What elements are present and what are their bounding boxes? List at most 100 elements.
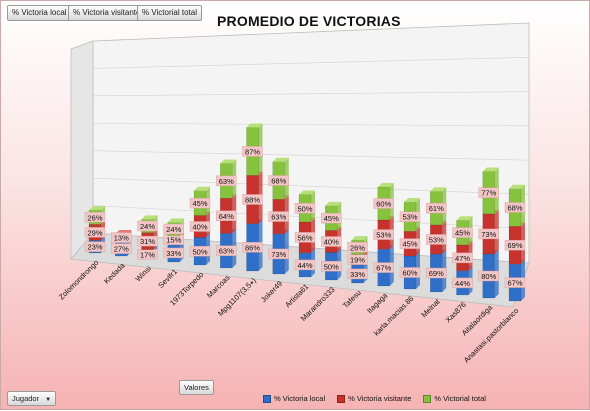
data-label-box	[189, 221, 211, 232]
data-label-text: 80%	[481, 272, 496, 281]
data-label-text: 45%	[324, 214, 339, 223]
data-label-text: 77%	[481, 189, 496, 198]
data-label: 86%	[242, 242, 263, 253]
data-label: 63%	[216, 245, 237, 256]
data-label: 53%	[426, 234, 447, 245]
data-label-box	[216, 210, 237, 221]
data-label-box	[373, 198, 394, 209]
data-label: 61%	[426, 202, 447, 214]
data-label-box	[111, 232, 132, 243]
data-label-box	[373, 229, 394, 240]
data-label-text: 44%	[297, 261, 312, 270]
category-label: Kedada	[102, 260, 127, 285]
bar-stack: 69% 53% 61%	[426, 187, 447, 293]
gridline	[92, 122, 530, 127]
data-label-text: 69%	[429, 269, 444, 278]
data-label-box	[321, 236, 342, 247]
legend-item: % Victoria visitante	[337, 394, 411, 403]
data-label-text: 31%	[140, 237, 155, 246]
field-button-3[interactable]: % Victorial total	[137, 5, 202, 21]
data-label-text: 73%	[481, 230, 496, 239]
category-label: Zolomondrongo	[57, 258, 101, 302]
gridline	[92, 56, 530, 69]
data-label-box	[216, 175, 237, 187]
data-label-box	[163, 223, 184, 235]
data-label-box	[189, 197, 211, 209]
data-label: 13%	[111, 232, 132, 243]
data-label-box	[478, 228, 499, 240]
data-label-text: 86%	[245, 243, 260, 252]
data-label-text: 69%	[507, 241, 522, 250]
data-label-text: 24%	[166, 225, 181, 234]
data-label: 50%	[294, 203, 316, 214]
data-label: 24%	[137, 220, 158, 232]
data-label-box	[426, 234, 447, 245]
gridline	[92, 177, 530, 195]
data-label: 67%	[373, 262, 394, 273]
data-label-text: 50%	[192, 247, 207, 256]
data-label: 27%	[111, 243, 132, 254]
bar-stack: 67% 53% 60%	[373, 183, 394, 287]
data-label-box	[294, 259, 316, 271]
data-label-box	[478, 270, 499, 282]
bar-cap	[351, 236, 368, 241]
data-label: 87%	[242, 146, 263, 157]
bar-stack: 33% 15% 24%	[163, 218, 184, 263]
data-label-box	[399, 267, 421, 278]
data-label-text: 64%	[219, 212, 234, 221]
data-label-box	[294, 232, 316, 243]
data-label-text: 67%	[507, 279, 522, 288]
data-label-text: 23%	[87, 243, 102, 252]
category-label: Marcoas	[205, 273, 232, 300]
data-label-text: 45%	[192, 199, 207, 208]
data-label-box	[426, 267, 447, 279]
data-label-text: 13%	[114, 234, 129, 243]
data-label-text: 44%	[455, 279, 470, 288]
data-label-text: 68%	[507, 204, 522, 213]
data-label-text: 68%	[271, 177, 286, 186]
data-label-box	[268, 248, 289, 260]
data-label: 40%	[321, 236, 342, 247]
legend-swatch	[337, 394, 346, 403]
data-label-text: 63%	[219, 247, 234, 256]
data-label: 80%	[478, 270, 499, 282]
data-label: 73%	[478, 228, 499, 240]
data-label-box	[294, 203, 316, 214]
data-label-box	[504, 277, 526, 288]
data-label-box	[137, 220, 158, 232]
data-label-box	[321, 261, 342, 272]
data-label-text: 60%	[376, 200, 391, 209]
data-label: 68%	[268, 175, 289, 186]
data-label-text: 24%	[140, 222, 155, 231]
data-label: 63%	[268, 211, 289, 222]
data-label-box	[347, 268, 368, 280]
data-label-box	[452, 277, 473, 289]
data-label: 67%	[504, 277, 526, 288]
legend-item: % Victoria local	[263, 394, 325, 403]
data-label-box	[504, 239, 526, 251]
legend-swatch	[423, 394, 432, 403]
data-label: 68%	[504, 202, 526, 213]
jugador-field-dropdown[interactable]: Jugador ▼	[7, 391, 57, 406]
data-label: 47%	[452, 252, 473, 264]
valores-field-button[interactable]: Valores	[179, 380, 214, 395]
bar-cap	[325, 201, 342, 206]
legend: % Victoria local % Victoria visitante % Vi…	[263, 394, 486, 403]
data-label-text: 26%	[350, 243, 365, 252]
data-label-box	[268, 175, 289, 186]
bar-cap	[246, 123, 263, 128]
data-label-text: 67%	[376, 264, 391, 273]
bar-cap	[377, 183, 394, 187]
data-label: 40%	[189, 221, 211, 232]
data-label: 60%	[373, 198, 394, 209]
data-label-text: 15%	[166, 236, 181, 245]
data-label-text: 19%	[350, 256, 365, 265]
category-label: Joker49	[259, 279, 284, 304]
gridline	[92, 91, 530, 97]
data-label-text: 47%	[455, 254, 470, 263]
bar-cap	[220, 159, 237, 164]
data-label: 88%	[242, 194, 263, 205]
bar-cap	[430, 187, 447, 192]
data-label-text: 60%	[402, 269, 417, 278]
